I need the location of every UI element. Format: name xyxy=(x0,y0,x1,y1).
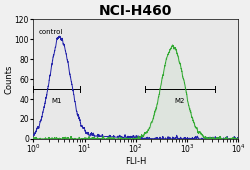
Text: M1: M1 xyxy=(51,98,62,104)
Title: NCI-H460: NCI-H460 xyxy=(99,4,172,18)
X-axis label: FLI-H: FLI-H xyxy=(125,157,146,166)
Text: control: control xyxy=(39,29,64,35)
Y-axis label: Counts: Counts xyxy=(4,64,13,94)
Text: M2: M2 xyxy=(175,98,185,104)
